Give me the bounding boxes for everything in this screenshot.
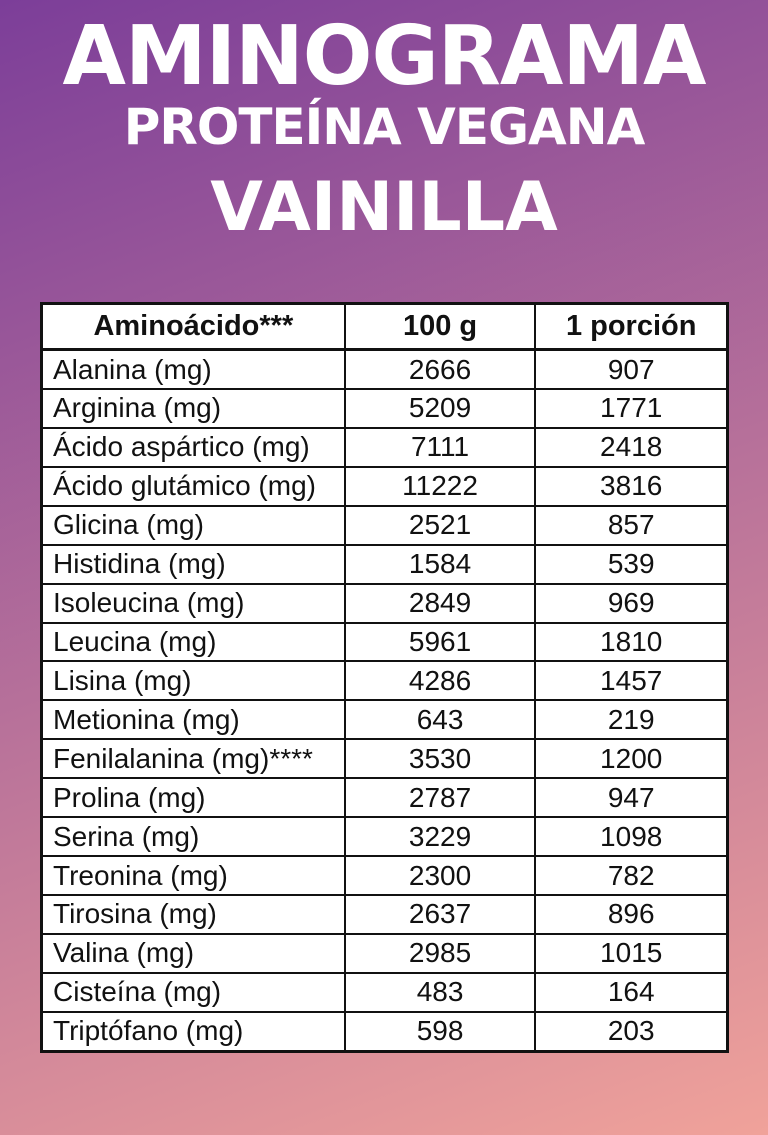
- value-100g: 2637: [343, 893, 537, 935]
- value-100g: 2300: [343, 855, 537, 896]
- table-row: Serina (mg) 3229 1098: [40, 816, 729, 858]
- amino-acid-name: Triptófano (mg): [40, 1010, 346, 1053]
- header: AMINOGRAMA PROTEÍNA VEGANA VAINILLA: [0, 0, 768, 242]
- value-porcion: 857: [534, 504, 729, 546]
- value-100g: 2849: [343, 582, 537, 624]
- amino-acid-name: Cisteína (mg): [40, 971, 346, 1013]
- amino-acid-name: Prolina (mg): [40, 777, 346, 819]
- column-header-aminoacido: Aminoácido***: [40, 302, 346, 351]
- page-subtitle: PROTEÍNA VEGANA: [123, 98, 646, 156]
- amino-acid-table: Aminoácido*** 100 g 1 porción Alanina (m…: [40, 302, 729, 1053]
- value-porcion: 1771: [534, 388, 729, 429]
- amino-acid-name: Serina (mg): [40, 816, 346, 858]
- value-100g: 643: [343, 699, 537, 741]
- table-row: Alanina (mg) 2666 907: [40, 348, 729, 390]
- amino-acid-name: Tirosina (mg): [40, 893, 346, 935]
- value-100g: 2985: [343, 932, 537, 974]
- table-row: Lisina (mg) 4286 1457: [40, 660, 729, 702]
- value-porcion: 539: [534, 543, 729, 585]
- table-body: Alanina (mg) 2666 907 Arginina (mg) 5209 1771…: [40, 348, 729, 1053]
- value-100g: 3530: [343, 738, 537, 780]
- table-row: Arginina (mg) 5209 1771: [40, 388, 729, 429]
- amino-acid-name: Valina (mg): [40, 932, 346, 974]
- value-porcion: 1457: [534, 660, 729, 702]
- value-porcion: 896: [534, 893, 729, 935]
- amino-acid-name: Fenilalanina (mg)****: [40, 738, 346, 780]
- column-header-100g: 100 g: [343, 302, 537, 351]
- page-title: AMINOGRAMA: [62, 9, 707, 104]
- amino-acid-name: Lisina (mg): [40, 660, 346, 702]
- table-row: Glicina (mg) 2521 857: [40, 504, 729, 546]
- table-row: Histidina (mg) 1584 539: [40, 543, 729, 585]
- value-porcion: 219: [534, 699, 729, 741]
- value-porcion: 1015: [534, 932, 729, 974]
- table-row: Valina (mg) 2985 1015: [40, 932, 729, 974]
- value-100g: 2666: [343, 348, 537, 390]
- table-row: Ácido aspártico (mg) 7111 2418: [40, 426, 729, 468]
- value-porcion: 164: [534, 971, 729, 1013]
- value-100g: 4286: [343, 660, 537, 702]
- value-100g: 483: [343, 971, 537, 1013]
- value-100g: 5961: [343, 621, 537, 663]
- value-porcion: 3816: [534, 465, 729, 507]
- value-porcion: 947: [534, 777, 729, 819]
- amino-acid-name: Arginina (mg): [40, 388, 346, 429]
- amino-acid-name: Treonina (mg): [40, 855, 346, 896]
- value-porcion: 907: [534, 348, 729, 390]
- table-header-row: Aminoácido*** 100 g 1 porción: [40, 302, 729, 351]
- value-100g: 7111: [343, 426, 537, 468]
- value-100g: 2787: [343, 777, 537, 819]
- column-header-porcion: 1 porción: [534, 302, 729, 351]
- table-row: Fenilalanina (mg)**** 3530 1200: [40, 738, 729, 780]
- table-row: Prolina (mg) 2787 947: [40, 777, 729, 819]
- table-row: Tirosina (mg) 2637 896: [40, 893, 729, 935]
- value-porcion: 1810: [534, 621, 729, 663]
- amino-acid-name: Ácido glutámico (mg): [40, 465, 346, 507]
- value-porcion: 203: [534, 1010, 729, 1053]
- amino-acid-name: Histidina (mg): [40, 543, 346, 585]
- table-row: Cisteína (mg) 483 164: [40, 971, 729, 1013]
- table-row: Metionina (mg) 643 219: [40, 699, 729, 741]
- value-100g: 598: [343, 1010, 537, 1053]
- flavor-title: VAINILLA: [210, 168, 558, 247]
- value-100g: 1584: [343, 543, 537, 585]
- value-porcion: 2418: [534, 426, 729, 468]
- value-porcion: 1098: [534, 816, 729, 858]
- value-100g: 3229: [343, 816, 537, 858]
- amino-acid-name: Alanina (mg): [40, 348, 346, 390]
- amino-acid-name: Glicina (mg): [40, 504, 346, 546]
- value-100g: 5209: [343, 388, 537, 429]
- amino-acid-name: Leucina (mg): [40, 621, 346, 663]
- value-100g: 2521: [343, 504, 537, 546]
- table-row: Treonina (mg) 2300 782: [40, 855, 729, 896]
- amino-acid-name: Ácido aspártico (mg): [40, 426, 346, 468]
- table-row: Triptófano (mg) 598 203: [40, 1010, 729, 1053]
- value-porcion: 1200: [534, 738, 729, 780]
- table-row: Leucina (mg) 5961 1810: [40, 621, 729, 663]
- value-porcion: 782: [534, 855, 729, 896]
- table-row: Ácido glutámico (mg) 11222 3816: [40, 465, 729, 507]
- table-row: Isoleucina (mg) 2849 969: [40, 582, 729, 624]
- value-100g: 11222: [343, 465, 537, 507]
- amino-acid-name: Isoleucina (mg): [40, 582, 346, 624]
- amino-acid-name: Metionina (mg): [40, 699, 346, 741]
- value-porcion: 969: [534, 582, 729, 624]
